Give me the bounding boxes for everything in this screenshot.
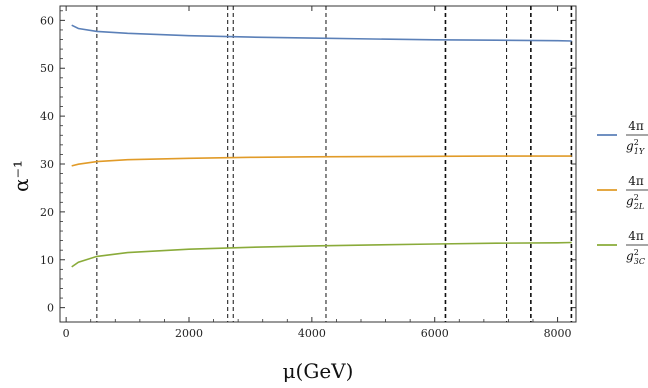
series-line-1: [71, 24, 572, 42]
x-tick-label: 4000: [298, 327, 326, 340]
x-tick-label: 2000: [175, 327, 203, 340]
legend-item: 4π g2 1Y: [597, 119, 648, 156]
legend-denominator: g2 2L: [626, 193, 644, 211]
legend-numerator: 4π: [628, 174, 644, 188]
series-line-3: [71, 241, 572, 268]
legend-denominator: g2 1Y: [626, 138, 645, 156]
y-tick-label: 50: [40, 62, 54, 75]
legend: 4π g2 1Y 4π g2 2L 4π g2 3C: [597, 119, 648, 266]
y-tick-label: 0: [47, 302, 54, 315]
legend-denominator: g2 3C: [626, 248, 645, 266]
legend-numerator: 4π: [628, 229, 644, 243]
y-tick-label: 10: [40, 254, 54, 267]
legend-item: 4π g2 3C: [597, 229, 648, 266]
plot-area: 0 2000 4000 6000 8000 0 10 20 30 40 50 60: [40, 5, 577, 340]
y-tick-label: 20: [40, 206, 54, 219]
y-tick-label: 40: [40, 110, 54, 123]
legend-numerator: 4π: [628, 119, 644, 133]
x-tick-label: 6000: [421, 327, 449, 340]
series-line-2: [71, 155, 572, 167]
y-tick-label: 60: [40, 14, 54, 27]
x-axis-label: μ(GeV): [283, 359, 354, 383]
y-axis-label: α⁻¹: [9, 160, 33, 192]
legend-item: 4π g2 2L: [597, 174, 648, 211]
y-tick-label: 30: [40, 158, 54, 171]
x-tick-label: 0: [63, 327, 70, 340]
x-tick-label: 8000: [544, 327, 572, 340]
plot-frame: [59, 5, 577, 323]
